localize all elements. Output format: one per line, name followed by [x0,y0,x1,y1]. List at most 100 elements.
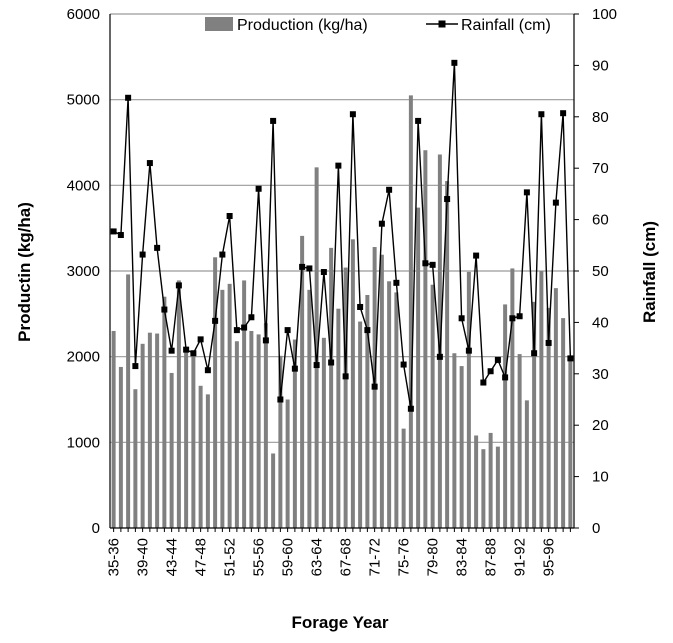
production-bar [394,292,399,528]
production-bar [532,301,537,528]
rainfall-point [422,260,429,267]
rainfall-point [233,327,240,334]
production-bar [524,400,529,528]
rainfall-point [320,269,327,276]
rainfall-point [168,347,175,354]
production-bar [300,235,305,529]
production-bar [314,167,319,529]
y2-tick-label: 20 [592,417,609,434]
x-tick-label: 83-84 [454,538,471,576]
production-bar [539,271,544,528]
production-bar [249,330,254,528]
x-tick-label: 43-44 [164,538,181,576]
production-bar [488,432,493,528]
rainfall-point [473,252,480,259]
production-bar [118,366,123,528]
production-bar [568,356,573,528]
y2-tick-label: 90 [592,57,609,74]
y-tick-label: 4000 [67,177,100,194]
rainfall-point [444,196,451,203]
y-axis-title: Productin (kg/ha) [15,202,34,342]
production-bar [242,280,247,528]
rainfall-point [429,261,436,268]
production-bar [416,207,421,528]
rainfall-point [132,363,139,370]
rainfall-point [436,353,443,360]
rainfall-point [523,189,530,196]
legend-swatch-rainfall-marker [438,20,446,28]
rainfall-point [349,111,356,118]
x-tick-label: 71-72 [367,538,384,576]
production-bar [459,366,464,528]
rainfall-point [335,162,342,169]
production-bar [285,399,290,528]
rainfall-point [465,347,472,354]
y2-tick-label: 50 [592,263,609,280]
rainfall-point [110,228,117,235]
production-bar [365,294,370,528]
production-bar [213,257,218,528]
rainfall-point [212,317,219,324]
production-bar [401,428,406,528]
x-tick-label: 75-76 [396,538,413,576]
production-bar [111,330,116,528]
legend-label-rainfall: Rainfall (cm) [461,17,551,34]
production-bar [561,318,566,528]
production-bar [379,254,384,528]
rainfall-point [299,263,306,270]
production-bar [423,150,428,528]
production-bar [292,339,297,528]
rainfall-point [154,244,161,251]
production-bar [133,389,138,528]
x-tick-label: 87-88 [483,538,500,576]
production-bar [147,332,152,528]
production-bar [510,268,515,528]
rainfall-point [560,110,567,117]
production-bar [191,353,196,528]
rainfall-point [531,350,538,357]
rainfall-point [262,337,269,344]
rainfall-point [371,383,378,390]
y-tick-label: 5000 [67,92,100,109]
rainfall-point [480,379,487,386]
legend-label-production: Production (kg/ha) [237,17,368,34]
production-bar [126,274,131,528]
y2-tick-label: 70 [592,160,609,177]
tick-labels: 0 1000 2000 3000 4000 5000 6000 0 10 20 30 40 50 60 70… [67,6,617,576]
rainfall-point [197,336,204,343]
production-bar [481,449,486,528]
rainfall-polyline [113,62,572,409]
production-bar [495,446,500,528]
rainfall-point [342,373,349,380]
production-bar [474,435,479,528]
production-bar [336,308,341,528]
x-tick-label: 55-56 [251,538,268,576]
rainfall-point [415,117,422,124]
y-tick-label: 2000 [67,349,100,366]
rainfall-point [502,374,509,381]
rainfall-point [328,359,335,366]
production-bar [387,281,392,528]
rainfall-point [378,220,385,227]
rainfall-point [248,314,255,321]
rainfall-line [110,59,574,412]
production-bar [140,343,145,528]
rainfall-point [183,346,190,353]
rainfall-point [407,405,414,412]
production-bar [553,288,558,528]
rainfall-point [270,117,277,124]
rainfall-point [117,232,124,239]
x-tick-label: 95-96 [541,538,558,576]
x-tick-label: 51-52 [222,538,239,576]
production-bar [408,95,413,528]
production-bar [263,323,268,528]
production-bars [111,95,573,529]
rainfall-point [545,339,552,346]
rainfall-point [516,313,523,320]
rainfall-point [509,315,516,322]
production-bar [452,353,457,528]
rainfall-point [255,185,262,192]
x-tick-label: 91-92 [512,538,529,576]
